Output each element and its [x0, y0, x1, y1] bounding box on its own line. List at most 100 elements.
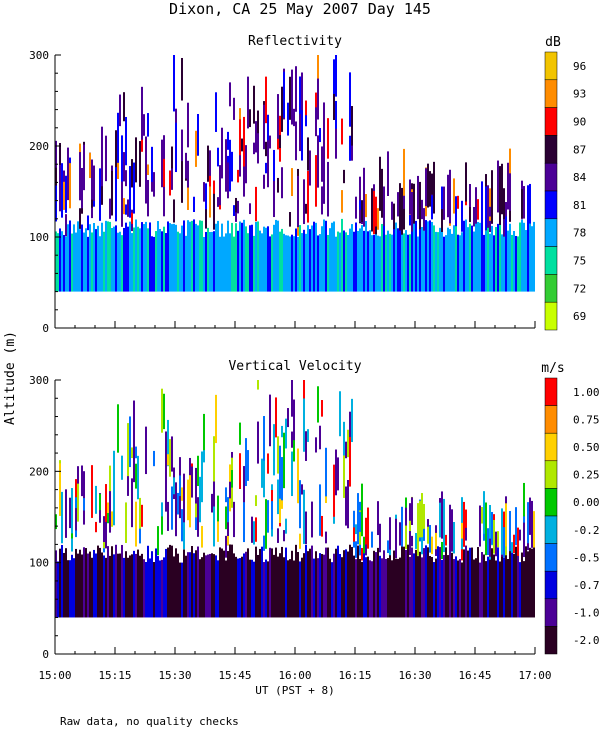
- data-strip: [527, 228, 529, 292]
- data-strip: [391, 560, 393, 618]
- data-strip: [221, 127, 223, 179]
- data-strip: [461, 522, 463, 539]
- data-strip: [263, 535, 265, 551]
- data-strip: [435, 558, 437, 618]
- data-strip: [251, 559, 253, 618]
- panel-vertical-velocity: Vertical Velocity 0 100 200 300 15:00 15:15 15:…: [29, 359, 600, 697]
- data-strip: [193, 553, 195, 618]
- data-strip: [279, 445, 281, 499]
- data-strip: [207, 145, 209, 182]
- colorbar-label: -1.00: [573, 607, 600, 620]
- data-strip: [201, 525, 203, 548]
- data-strip: [445, 235, 447, 292]
- data-strip: [205, 555, 207, 618]
- data-strip: [327, 547, 329, 618]
- data-strip: [257, 380, 259, 390]
- data-strip: [421, 226, 423, 292]
- data-strip: [71, 488, 73, 534]
- data-strip: [111, 511, 113, 526]
- data-strip: [387, 558, 389, 618]
- data-strip: [229, 233, 231, 292]
- data-strip: [245, 438, 247, 487]
- data-strip: [209, 150, 211, 186]
- data-strip: [449, 504, 451, 560]
- data-strip: [469, 184, 471, 223]
- data-strip: [95, 553, 97, 618]
- data-strip: [87, 215, 89, 231]
- data-strip: [301, 557, 303, 618]
- data-strip: [323, 102, 325, 157]
- data-strip: [397, 558, 399, 618]
- data-strip: [507, 162, 509, 210]
- data-strip: [209, 181, 211, 218]
- data-strip: [271, 501, 273, 530]
- data-strip: [173, 79, 175, 112]
- data-strip: [255, 517, 257, 542]
- data-strip: [183, 220, 185, 292]
- data-strip: [239, 558, 241, 618]
- data-strip: [305, 544, 307, 618]
- data-strip: [331, 222, 333, 292]
- data-strip: [439, 227, 441, 292]
- colorbar-swatch: [544, 377, 558, 406]
- y-tick-label: 300: [29, 49, 49, 62]
- data-strip: [445, 547, 447, 618]
- data-strip: [69, 220, 71, 292]
- data-strip: [287, 235, 289, 292]
- data-strip: [349, 433, 351, 487]
- data-strip: [127, 199, 129, 217]
- data-strip: [317, 55, 319, 85]
- data-strip: [379, 156, 381, 211]
- data-strip: [93, 222, 95, 292]
- data-strip: [277, 94, 279, 139]
- data-strip: [491, 225, 493, 292]
- data-strip: [521, 219, 523, 292]
- data-strip: [273, 149, 275, 195]
- data-strip: [377, 208, 379, 230]
- data-strip: [141, 222, 143, 292]
- data-strip: [81, 224, 83, 292]
- data-strip: [431, 195, 433, 220]
- data-strip: [275, 547, 277, 618]
- data-strip: [85, 548, 87, 618]
- data-strip: [413, 219, 415, 292]
- data-strip: [431, 221, 433, 292]
- data-strip: [399, 557, 401, 618]
- data-strip: [409, 520, 411, 532]
- colorbar-swatch: [544, 218, 558, 247]
- colorbar-swatch: [544, 246, 558, 275]
- data-strip: [281, 491, 283, 509]
- data-strip: [211, 493, 213, 513]
- data-strip: [215, 394, 217, 444]
- data-strip: [69, 560, 71, 618]
- data-strip: [439, 547, 441, 618]
- data-strip: [165, 431, 167, 487]
- colorbar-label: 78: [573, 227, 586, 240]
- data-strip: [77, 221, 79, 292]
- data-strip: [309, 548, 311, 618]
- data-strip: [323, 142, 325, 195]
- colorbar-label: 0.50: [573, 441, 600, 454]
- data-strip: [167, 419, 169, 467]
- data-strip: [345, 441, 347, 459]
- data-strip: [503, 235, 505, 292]
- data-strip: [127, 226, 129, 292]
- colorbar-unit: m/s: [541, 361, 564, 376]
- data-strip: [491, 548, 493, 618]
- data-strip: [505, 503, 507, 547]
- y-tick-label: 0: [42, 322, 49, 335]
- data-strip: [441, 186, 443, 231]
- data-strip: [493, 235, 495, 292]
- data-strip: [185, 555, 187, 618]
- data-strip: [353, 231, 355, 292]
- data-strip: [261, 233, 263, 292]
- data-strip: [433, 225, 435, 292]
- data-strip: [61, 231, 63, 292]
- data-strip: [217, 495, 219, 540]
- data-strip: [63, 181, 65, 210]
- data-strip: [225, 506, 227, 530]
- data-strip: [497, 531, 499, 548]
- data-strip: [281, 457, 283, 501]
- data-strip: [465, 509, 467, 528]
- data-strip: [359, 176, 361, 223]
